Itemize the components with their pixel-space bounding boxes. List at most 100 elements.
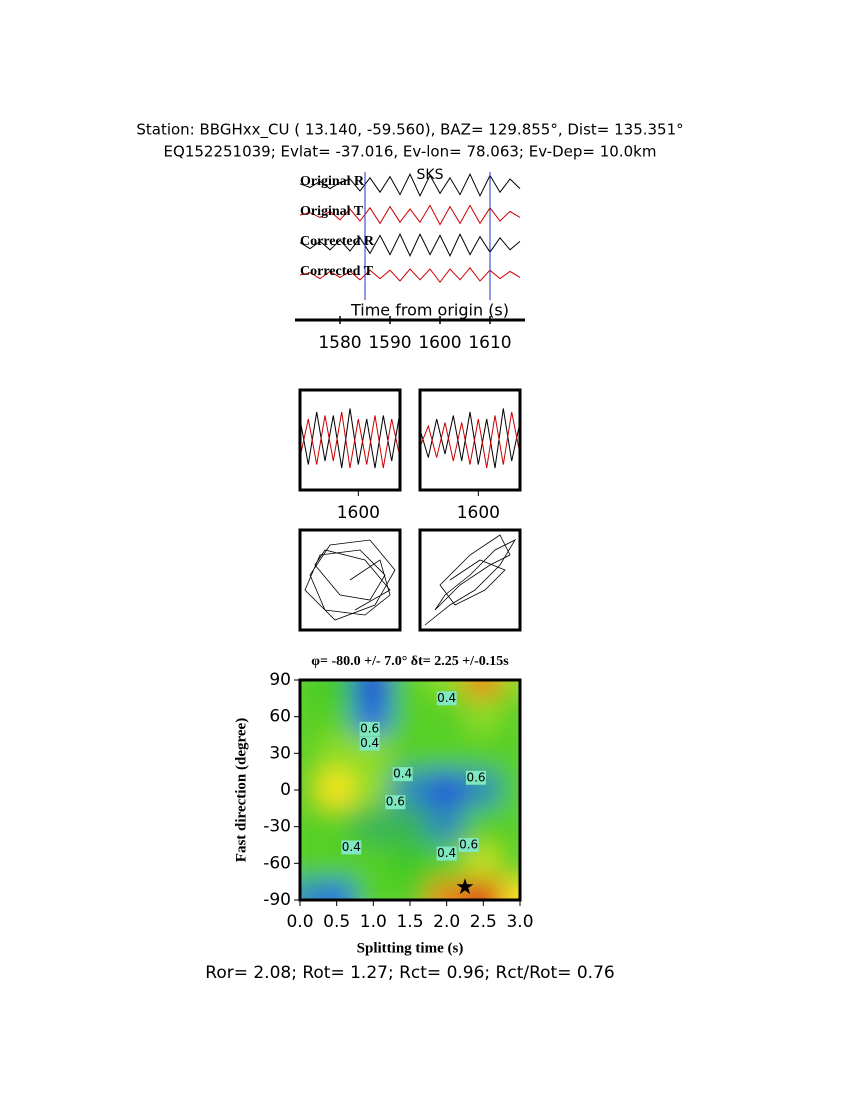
contour-label-box xyxy=(436,846,457,861)
misfit-cell xyxy=(464,734,503,773)
misfit-cell xyxy=(390,807,430,846)
x-tick-label: 1590 xyxy=(368,333,411,353)
panel-frame xyxy=(298,528,402,632)
x-tick-label: 2.5 xyxy=(470,912,497,932)
contour-label: 0.6 xyxy=(466,770,485,784)
misfit-cell xyxy=(300,807,320,846)
panel-frame xyxy=(418,528,522,632)
y-tick-label: 30 xyxy=(269,743,291,763)
y-tick-label: 60 xyxy=(269,707,291,727)
misfit-cell xyxy=(300,844,320,883)
misfit-cell xyxy=(300,680,320,700)
contour-label: 0.4 xyxy=(342,840,361,854)
x-tick-label: 1.0 xyxy=(360,912,387,932)
misfit-cell xyxy=(317,680,356,700)
y-tick-label: 90 xyxy=(269,670,291,690)
panel-frame xyxy=(418,388,522,492)
misfit-cell xyxy=(500,807,520,846)
contour-label-box xyxy=(359,721,380,736)
contour-label-box xyxy=(458,838,479,852)
misfit-cell xyxy=(427,734,466,773)
header-line1: Station: BBGHxx_CU ( 13.140, -59.560), B… xyxy=(136,121,683,140)
contour-label: 0.6 xyxy=(360,721,379,735)
misfit-cell xyxy=(390,680,430,700)
trace xyxy=(299,173,521,197)
misfit-cell xyxy=(300,880,320,900)
header-line2: EQ152251039; Evlat= -37.016, Ev-lon= 78.… xyxy=(164,143,657,161)
misfit-cell xyxy=(354,880,393,900)
x-axis-label: Splitting time (s) xyxy=(357,940,464,956)
y-tick-label: 0 xyxy=(280,780,291,800)
misfit-cell xyxy=(500,680,520,700)
y-tick-label: -90 xyxy=(263,890,291,910)
contour-label: 0.4 xyxy=(393,767,412,781)
phase-label: SKS xyxy=(417,167,444,183)
trace xyxy=(299,408,401,469)
x-tick-label: 1600 xyxy=(418,333,461,353)
x-tick-label: 1600 xyxy=(337,503,380,523)
x-tick-label: 1600 xyxy=(457,503,500,523)
contour-fill xyxy=(300,680,520,900)
misfit-cell xyxy=(464,680,503,700)
x-axis-label: Time from origin (s) xyxy=(350,301,509,320)
contour-label-box xyxy=(385,795,406,810)
best-fit-star: ★ xyxy=(455,875,475,900)
footer: Ror= 2.08; Rot= 1.27; Rct= 0.96; Rct/Rot… xyxy=(205,963,614,983)
y-tick-label: -30 xyxy=(263,817,291,837)
trace-label: Original T xyxy=(300,204,364,219)
misfit-cell xyxy=(317,880,356,900)
misfit-cell xyxy=(317,807,356,846)
panel-frame xyxy=(298,388,402,492)
contour-label: 0.6 xyxy=(459,838,478,852)
misfit-cell xyxy=(354,680,393,700)
misfit-cell xyxy=(427,880,466,900)
misfit-cell xyxy=(500,697,520,736)
trace xyxy=(299,411,401,469)
y-axis-label: Fast direction (degree) xyxy=(233,718,249,862)
misfit-cell xyxy=(317,697,356,736)
misfit-cell xyxy=(500,770,520,810)
contour-label-box xyxy=(359,736,380,751)
trace xyxy=(299,233,521,257)
misfit-cell xyxy=(300,770,320,810)
x-tick-label: 0.0 xyxy=(286,912,313,932)
contour-label-box xyxy=(436,691,457,706)
y-tick-label: -60 xyxy=(263,853,291,873)
contour-label: 0.4 xyxy=(360,736,379,750)
misfit-cell xyxy=(464,697,503,736)
misfit-cell xyxy=(464,880,503,900)
contour-label: 0.4 xyxy=(437,691,456,705)
misfit-cell xyxy=(500,734,520,773)
misfit-cell xyxy=(317,734,356,773)
contour-label-box xyxy=(466,770,486,785)
misfit-cell xyxy=(300,697,320,736)
misfit-cell xyxy=(500,844,520,883)
misfit-cell xyxy=(500,880,520,900)
contour-label-box xyxy=(341,840,362,855)
trace xyxy=(299,266,521,284)
x-tick-label: 3.0 xyxy=(506,912,533,932)
misfit-cell xyxy=(390,697,430,736)
trace xyxy=(299,204,521,226)
contour-map xyxy=(300,680,520,900)
x-tick-label: 1.5 xyxy=(396,912,423,932)
particle-motion xyxy=(424,534,517,626)
particle-motion xyxy=(304,539,396,621)
x-tick-label: 0.5 xyxy=(323,912,350,932)
contour-label: 0.6 xyxy=(386,795,405,809)
misfit-cell xyxy=(390,734,430,773)
trace-label: Original R xyxy=(300,174,365,189)
contour-label-box xyxy=(392,767,413,782)
x-tick-label: 2.0 xyxy=(433,912,460,932)
trace xyxy=(419,408,521,469)
x-tick-label: 1580 xyxy=(318,333,361,353)
trace-label: Corrected R xyxy=(300,234,375,249)
plot-title: φ= -80.0 +/- 7.0° δt= 2.25 +/-0.15s xyxy=(311,654,509,669)
trace xyxy=(419,411,521,469)
contour-label: 0.4 xyxy=(437,846,456,860)
trace-label: Corrected T xyxy=(300,264,374,279)
misfit-cell xyxy=(427,770,466,810)
misfit-cell xyxy=(390,844,430,883)
